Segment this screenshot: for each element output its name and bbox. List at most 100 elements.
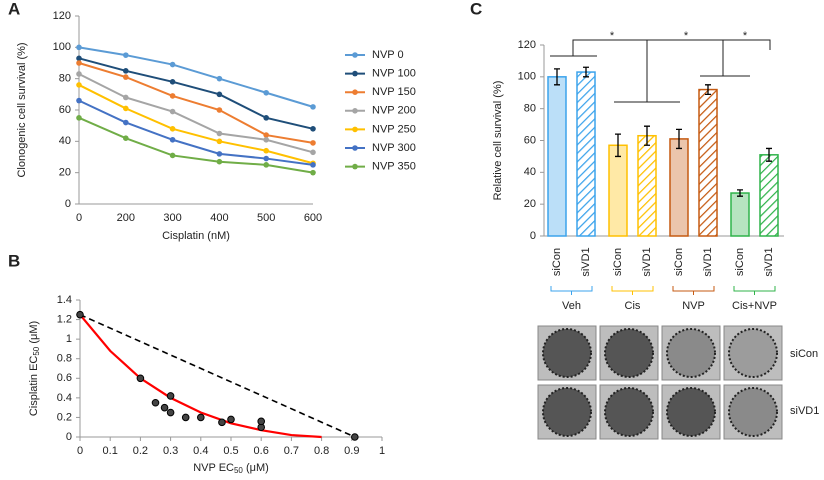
x-tick-label: 0.6 [254,445,269,457]
data-point [76,71,82,77]
x-axis-label-part: 50 [234,466,243,475]
x-axis-label: NVP EC50 (μM) [193,462,269,475]
y-tick-label: 1 [66,333,72,345]
y-axis-label: Cisplatin EC50 (μM) [28,321,41,416]
x-tick-label: siCon [551,248,563,276]
y-tick-label: 40 [59,135,71,147]
data-point [76,60,82,66]
x-tick-label: siCon [734,248,746,276]
data-point [216,130,223,137]
data-point [181,413,190,422]
y-tick-label: 100 [518,71,536,83]
bar [608,144,628,237]
bar [759,154,779,237]
legend-marker [352,163,358,170]
series-line [78,57,314,130]
data-point [166,392,175,400]
data-point [76,44,82,51]
y-axis-label-part: Cisplatin EC [28,356,40,417]
y-tick-label: 60 [524,134,536,146]
data-point [310,162,316,168]
data-point [351,433,359,441]
data-point [76,115,82,121]
data-point [263,147,270,154]
y-axis-label: Clonogenic cell survival (%) [16,42,28,177]
y-tick-label: 40 [524,166,536,178]
x-tick-label: 0.9 [344,445,359,457]
y-axis-label-part: (μM) [28,321,40,347]
data-point [263,155,270,162]
data-point [310,126,316,132]
data-point [216,158,223,165]
x-tick-label: siVD1 [702,247,714,276]
data-point [169,79,176,85]
y-tick-label: 0.2 [57,411,72,423]
data-point [263,162,270,168]
series-line [78,46,314,108]
data-point [227,415,235,424]
legend-label: NVP 100 [372,68,416,80]
x-tick-label: 200 [117,212,135,224]
x-tick-label: 400 [210,212,228,224]
additivity-line [79,313,356,438]
x-tick-label: 0.8 [314,445,329,457]
error-bar [644,125,650,146]
image-row-label: siCon [790,348,818,360]
y-tick-label: 0.6 [57,372,72,384]
significance-star: * [684,30,689,42]
y-axis-label-part: 50 [32,346,41,355]
panel-label: A [8,0,20,18]
data-point [216,151,223,157]
y-tick-label: 80 [524,103,536,115]
legend-label: NVP 300 [372,142,416,154]
bar [547,76,567,237]
x-tick-label: siVD1 [580,247,592,276]
legend-marker [352,89,358,95]
x-tick-label: 0 [77,445,83,457]
colony-images [537,325,783,440]
x-tick-label: siCon [673,248,685,276]
x-tick-label: 300 [163,212,181,224]
group-bracket [611,286,654,295]
series-line [78,99,314,166]
data-point [257,417,266,426]
series-line [78,73,314,154]
y-tick-label: 0.8 [57,353,72,365]
error-bar [737,189,743,197]
y-tick-label: 120 [518,39,536,51]
data-point [151,398,160,407]
significance-brackets [550,39,771,103]
legend-label: NVP 200 [372,105,416,117]
data-point [263,132,270,138]
data-point [123,94,129,101]
data-point [160,403,169,412]
y-tick-label: 100 [53,41,71,53]
bar [730,192,750,237]
data-point [310,149,316,156]
data-point [263,115,270,121]
x-tick-label: 0.7 [284,445,299,457]
y-tick-label: 0 [66,431,72,443]
y-axis-label: Relative cell survival (%) [492,81,504,201]
x-tick-label: 600 [304,212,322,224]
data-point [76,310,84,319]
legend-marker [352,70,358,77]
legend-label: NVP 150 [372,86,416,98]
data-point [123,74,129,80]
legend-label: NVP 0 [372,49,404,61]
x-tick-label: 0.2 [133,445,148,457]
x-tick-label: siCon [612,248,624,276]
group-bracket [733,286,776,295]
y-tick-label: 20 [524,198,536,210]
x-tick-label: 0.1 [103,445,118,457]
y-tick-label: 0 [530,230,536,242]
data-point [169,108,176,115]
data-point [218,418,226,427]
data-point [169,93,176,99]
bar [698,88,718,237]
x-axis-label: Cisplatin (nM) [162,230,230,242]
significance-star: * [743,30,748,42]
fit-curve [79,313,322,439]
data-point [123,105,129,112]
data-point [310,104,316,110]
